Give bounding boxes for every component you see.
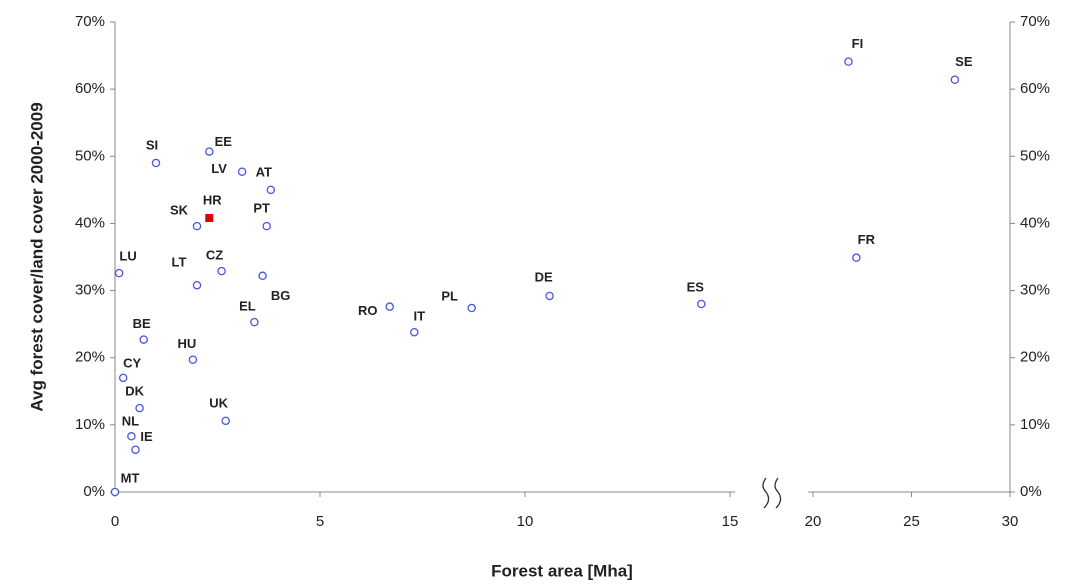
point: [410, 327, 419, 337]
point: [110, 487, 120, 497]
point-label: NL: [122, 414, 139, 429]
point-label: CY: [123, 355, 141, 370]
point-label: AT: [256, 164, 272, 179]
point-label: DE: [535, 269, 553, 284]
y2-tick-label: 50%: [1020, 147, 1050, 164]
point: [127, 432, 136, 441]
point: [262, 221, 271, 231]
point-label: SI: [146, 137, 158, 152]
point: [237, 167, 247, 176]
point: [221, 416, 230, 426]
y2-tick-label: 40%: [1020, 214, 1050, 231]
point: [205, 214, 214, 223]
point-label: HR: [203, 192, 222, 207]
point: [118, 373, 128, 383]
point-label: HU: [178, 336, 197, 351]
point: [250, 317, 259, 327]
y-tick-label: 30%: [75, 282, 105, 299]
y2-tick-label: 60%: [1020, 80, 1050, 97]
x-tick-label: 10: [517, 513, 534, 530]
point: [950, 75, 960, 84]
point-label: PL: [441, 288, 458, 303]
point-label: CZ: [206, 248, 223, 263]
point: [188, 355, 198, 364]
y2-tick-label: 20%: [1020, 349, 1050, 366]
point-label: SK: [170, 203, 189, 218]
point-label: LV: [211, 161, 227, 176]
y2-tick-label: 0%: [1020, 483, 1042, 500]
point-label: EE: [215, 134, 233, 149]
point: [545, 291, 554, 301]
point: [139, 335, 148, 344]
y-tick-label: 50%: [75, 147, 105, 164]
point-label: FI: [852, 36, 864, 51]
y-axis-title: Avg forest cover/land cover 2000-2009: [27, 102, 46, 411]
point-label: MT: [121, 470, 140, 485]
x-tick-label: 25: [903, 513, 920, 530]
y-tick-label: 60%: [75, 80, 105, 97]
point: [266, 185, 276, 195]
point-label: SE: [955, 54, 973, 69]
point: [114, 268, 124, 278]
point: [258, 271, 267, 281]
point-label: EL: [239, 299, 256, 314]
x-tick-label: 30: [1002, 513, 1019, 530]
point-label: ES: [687, 279, 705, 294]
point: [467, 303, 476, 313]
point: [217, 266, 226, 276]
axis-break: [762, 477, 782, 509]
y2-tick-label: 70%: [1020, 13, 1050, 30]
point-label: BE: [133, 316, 151, 331]
point: [151, 158, 161, 168]
y2-tick-label: 30%: [1020, 282, 1050, 299]
point: [131, 445, 140, 454]
point-label: LU: [119, 249, 136, 264]
y-tick-label: 0%: [83, 483, 105, 500]
point: [844, 57, 853, 66]
point-label: LT: [172, 255, 187, 270]
point-label: FR: [858, 232, 876, 247]
point-label: BG: [271, 288, 291, 303]
y-tick-label: 70%: [75, 13, 105, 30]
point-label: IT: [414, 309, 426, 324]
point-label: PT: [253, 201, 270, 216]
x-tick-label: 20: [805, 513, 822, 530]
point: [697, 299, 706, 309]
x-axis-title: Forest area [Mha]: [491, 561, 633, 580]
y2-tick-label: 10%: [1020, 416, 1050, 433]
point: [385, 302, 394, 311]
x-tick-label: 5: [316, 513, 324, 530]
point: [852, 253, 861, 262]
point: [192, 221, 202, 231]
point-label: UK: [209, 395, 228, 410]
y-tick-label: 40%: [75, 214, 105, 231]
point: [135, 403, 144, 413]
y-tick-label: 10%: [75, 416, 105, 433]
point: [205, 147, 214, 156]
y-tick-label: 20%: [75, 349, 105, 366]
x-tick-label: 0: [111, 513, 119, 530]
x-tick-label: 15: [722, 513, 739, 530]
point-label: RO: [358, 303, 378, 318]
point: [192, 280, 202, 290]
point-label: IE: [140, 429, 153, 444]
point-label: DK: [125, 384, 144, 399]
